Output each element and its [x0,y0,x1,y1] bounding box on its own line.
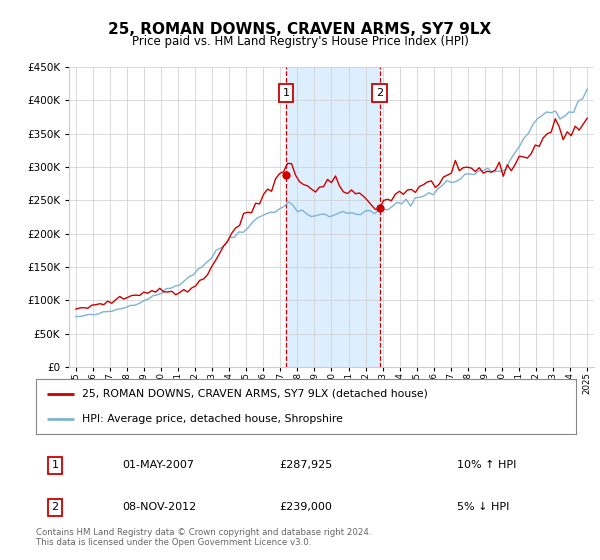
Text: 01-MAY-2007: 01-MAY-2007 [122,460,194,470]
Text: 1: 1 [283,88,289,97]
Text: 1: 1 [52,460,58,470]
Text: 08-NOV-2012: 08-NOV-2012 [122,502,197,512]
Text: 2: 2 [376,88,383,97]
Text: 10% ↑ HPI: 10% ↑ HPI [457,460,517,470]
Text: £239,000: £239,000 [280,502,332,512]
Text: £287,925: £287,925 [280,460,332,470]
Text: 2: 2 [52,502,58,512]
Text: 5% ↓ HPI: 5% ↓ HPI [457,502,509,512]
Text: 25, ROMAN DOWNS, CRAVEN ARMS, SY7 9LX (detached house): 25, ROMAN DOWNS, CRAVEN ARMS, SY7 9LX (d… [82,389,428,399]
Text: HPI: Average price, detached house, Shropshire: HPI: Average price, detached house, Shro… [82,414,343,424]
Text: 25, ROMAN DOWNS, CRAVEN ARMS, SY7 9LX: 25, ROMAN DOWNS, CRAVEN ARMS, SY7 9LX [109,22,491,38]
Text: Price paid vs. HM Land Registry's House Price Index (HPI): Price paid vs. HM Land Registry's House … [131,35,469,48]
Text: Contains HM Land Registry data © Crown copyright and database right 2024.
This d: Contains HM Land Registry data © Crown c… [36,528,371,547]
Bar [286,67,380,367]
